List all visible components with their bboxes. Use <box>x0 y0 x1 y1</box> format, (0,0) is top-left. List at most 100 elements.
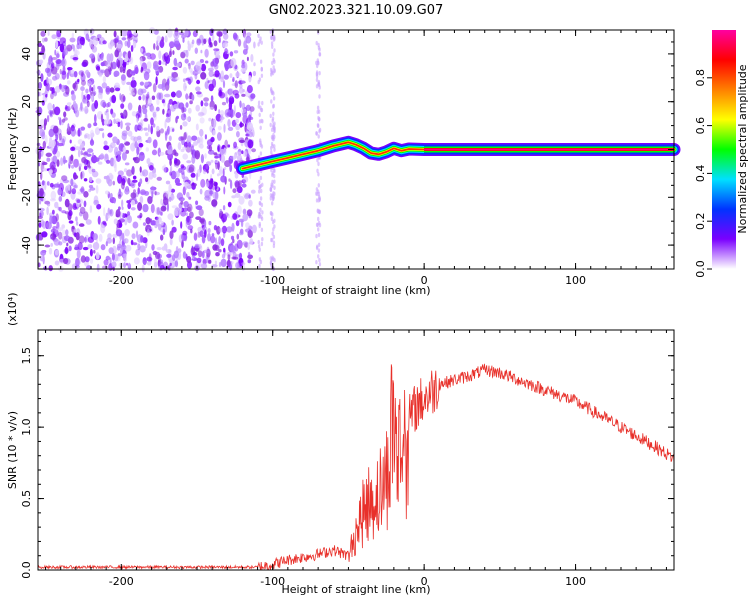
noise-blob <box>139 196 144 204</box>
noise-blob <box>223 186 226 195</box>
noise-blob <box>174 157 178 164</box>
noise-blob <box>166 253 172 258</box>
noise-blob <box>112 180 116 186</box>
noise-blob <box>173 31 180 39</box>
noise-blob <box>105 119 112 125</box>
noise-blob <box>40 171 43 180</box>
noise-blob <box>182 121 188 127</box>
noise-blob <box>202 169 207 175</box>
noise-blob <box>100 244 106 251</box>
noise-blob <box>117 174 123 184</box>
noise-blob <box>241 179 247 184</box>
noise-blob <box>214 182 218 190</box>
spectrogram-frame <box>37 29 675 270</box>
noise-blob <box>211 264 218 268</box>
noise-blob <box>208 145 213 152</box>
noise-blob <box>142 222 147 226</box>
noise-blob <box>215 252 220 257</box>
noise-blob <box>196 168 201 178</box>
noise-blob <box>38 150 42 160</box>
noise-blob <box>76 249 81 259</box>
noise-blob <box>208 259 212 264</box>
noise-blob <box>236 233 240 240</box>
noise-blob <box>218 87 223 94</box>
noise-blob <box>105 190 110 195</box>
noise-blob <box>154 190 157 196</box>
noise-blob <box>272 227 275 232</box>
noise-blob <box>195 200 199 206</box>
noise-blob <box>106 53 111 63</box>
noise-blob <box>48 110 54 115</box>
noise-blob <box>140 47 144 54</box>
noise-blob <box>201 234 206 244</box>
noise-blob <box>81 61 88 68</box>
noise-blob <box>55 53 60 59</box>
noise-blob <box>171 71 178 79</box>
noise-blob <box>272 240 276 245</box>
noise-blob <box>194 243 200 249</box>
noise-blob <box>91 152 95 157</box>
noise-blob <box>92 242 100 250</box>
noise-blob <box>42 197 46 202</box>
noise-blob <box>205 60 209 64</box>
noise-blob <box>269 122 272 128</box>
noise-blob <box>185 49 189 58</box>
noise-blob <box>98 73 103 78</box>
noise-blob <box>121 232 125 242</box>
noise-blob <box>235 262 240 269</box>
noise-blob <box>164 224 168 233</box>
noise-blob <box>142 107 148 115</box>
noise-blob <box>215 113 222 122</box>
noise-blob <box>89 40 94 48</box>
noise-blob <box>120 94 126 103</box>
noise-blob <box>76 36 80 46</box>
noise-blob <box>243 33 247 42</box>
noise-blob <box>69 155 74 165</box>
noise-blob <box>237 205 242 215</box>
noise-blob <box>87 244 93 249</box>
noise-blob <box>272 103 275 109</box>
noise-blob <box>195 216 202 221</box>
noise-blob <box>158 60 162 66</box>
noise-blob <box>63 235 71 242</box>
noise-blob <box>270 87 273 92</box>
colorbar-tick-label: 0.0 <box>694 260 707 278</box>
noise-blob <box>199 117 205 124</box>
noise-blob <box>163 164 167 174</box>
noise-blob <box>58 241 63 246</box>
noise-blob <box>192 182 195 186</box>
noise-blob <box>45 152 52 157</box>
noise-blob <box>187 63 191 67</box>
noise-blob <box>87 123 92 129</box>
noise-blob <box>48 265 53 272</box>
noise-blob <box>121 151 127 161</box>
noise-blob <box>246 85 253 94</box>
noise-blob <box>105 255 111 261</box>
noise-blob <box>317 82 320 87</box>
noise-blob <box>258 221 261 227</box>
noise-blob <box>72 57 79 61</box>
noise-blob <box>245 104 251 112</box>
noise-blob <box>112 245 117 255</box>
noise-blob <box>317 232 321 238</box>
noise-blob <box>182 66 188 74</box>
noise-blob <box>208 220 212 226</box>
noise-blob <box>226 226 233 233</box>
noise-blob <box>40 250 46 256</box>
noise-blob <box>136 115 139 123</box>
noise-blob <box>220 175 227 183</box>
noise-blob <box>223 123 226 133</box>
noise-blob <box>94 127 101 136</box>
noise-blob <box>195 205 203 211</box>
noise-blob <box>199 188 203 195</box>
noise-blob <box>203 249 210 254</box>
noise-blob <box>145 177 149 183</box>
noise-blob <box>147 123 150 133</box>
noise-blob <box>158 261 164 271</box>
noise-blob <box>155 218 159 227</box>
noise-blob <box>125 149 130 154</box>
noise-blob <box>199 59 204 63</box>
x-tick-label: -100 <box>260 274 285 287</box>
noise-blob <box>152 111 157 118</box>
